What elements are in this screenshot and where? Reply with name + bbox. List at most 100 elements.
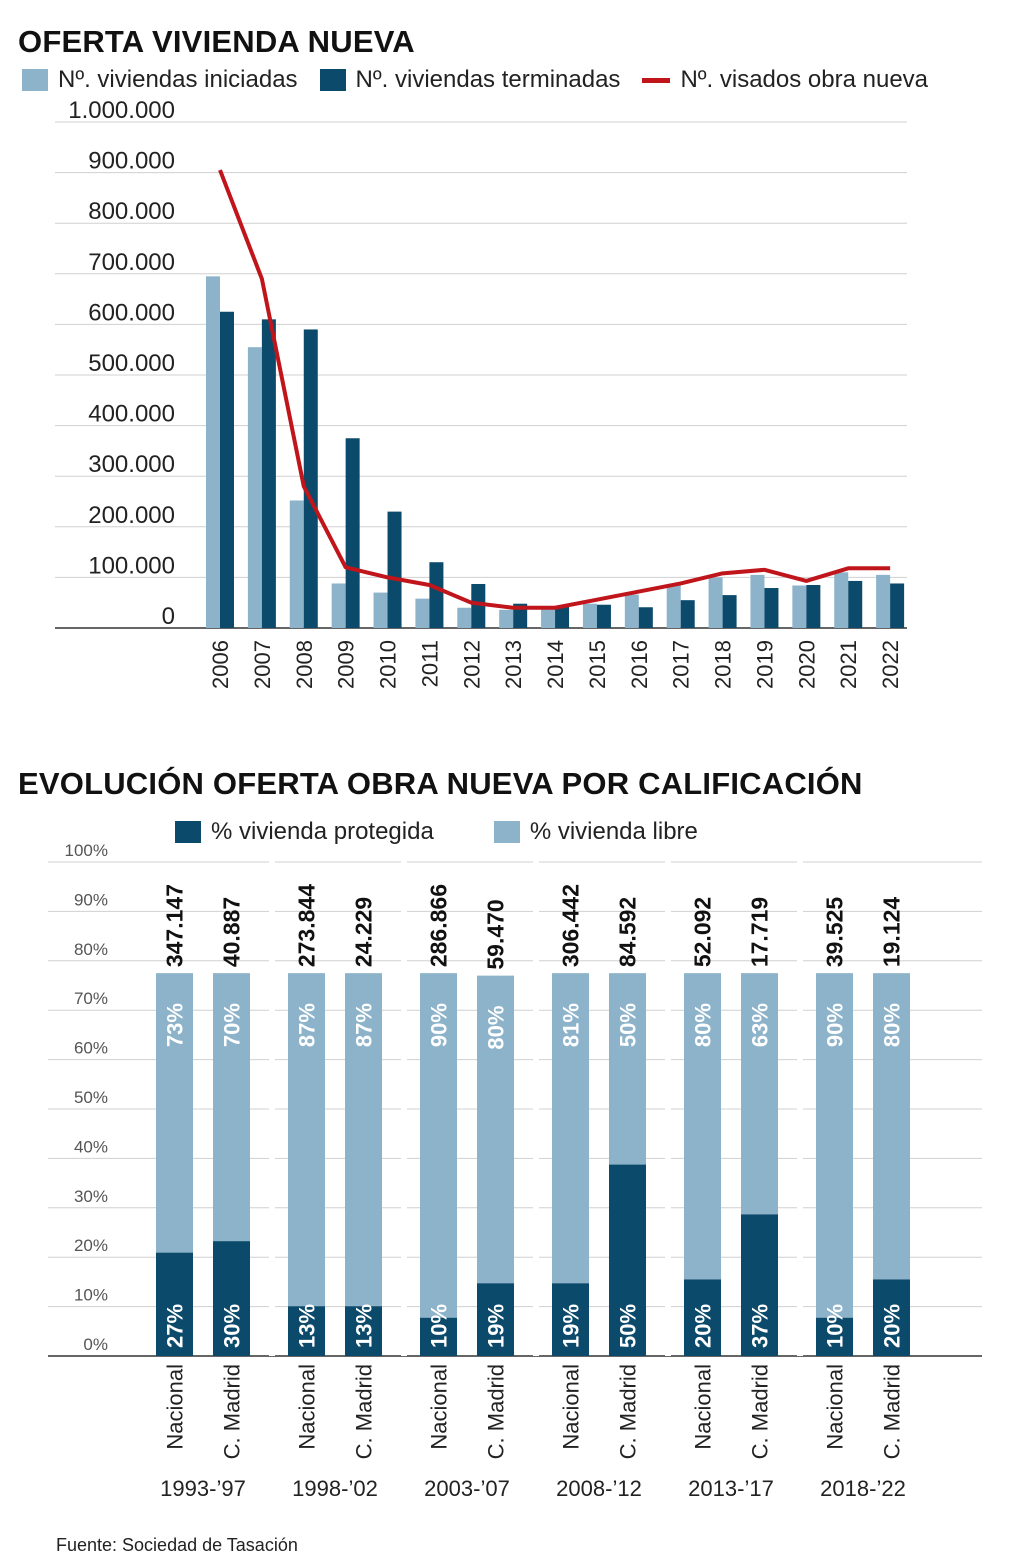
bar-protegida	[477, 1283, 514, 1356]
protegida-pct-label: 37%	[748, 1304, 773, 1348]
bar-iniciadas	[624, 594, 639, 628]
chart1-legend: Nº. viviendas iniciadas Nº. viviendas te…	[22, 66, 950, 94]
total-label: 39.525	[822, 897, 848, 968]
y-tick-label: 100%	[65, 841, 108, 860]
x-tick-label: 2021	[836, 640, 861, 689]
y-tick-label: 60%	[74, 1039, 108, 1058]
period-label: 2018-’22	[820, 1476, 906, 1501]
libre-pct-label: 87%	[352, 1003, 377, 1047]
bar-protegida	[156, 1252, 193, 1356]
period-label: 1993-’97	[160, 1476, 246, 1501]
total-label: 40.887	[219, 897, 245, 967]
y-tick-label: 10%	[74, 1286, 108, 1305]
legend-swatch-visados	[642, 77, 671, 83]
bar-terminadas	[806, 584, 821, 628]
category-label: Nacional	[163, 1364, 188, 1450]
total-label: 273.844	[294, 884, 320, 967]
bar-iniciadas	[289, 500, 304, 628]
libre-pct-label: 80%	[880, 1003, 905, 1047]
bar-iniciadas	[708, 577, 723, 628]
category-label: Nacional	[427, 1364, 452, 1450]
libre-pct-label: 80%	[691, 1003, 716, 1047]
bar-libre	[156, 973, 193, 1253]
protegida-pct-label: 19%	[559, 1304, 584, 1348]
bar-libre	[609, 973, 646, 1165]
legend-label-terminadas: Nº. viviendas terminadas	[355, 66, 621, 93]
x-tick-label: 2022	[878, 640, 903, 689]
bar-terminadas	[261, 319, 276, 628]
x-tick-label: 2017	[669, 640, 694, 689]
legend-label-libre: % vivienda libre	[529, 818, 698, 845]
chart1-plot: 0 100.000 200.000 300.000 400.000 500.000 600.…	[55, 97, 907, 689]
bar-terminadas	[345, 438, 360, 628]
x-tick-label: 2008	[292, 640, 317, 689]
protegida-pct-label: 50%	[616, 1304, 641, 1348]
period-label: 2008-’12	[556, 1476, 642, 1501]
protegida-pct-label: 30%	[220, 1304, 245, 1348]
bar-iniciadas	[415, 598, 430, 628]
bar-iniciadas	[750, 574, 765, 628]
bar-terminadas	[513, 603, 528, 628]
y-tick-label: 600.000	[88, 299, 175, 326]
bar-iniciadas	[582, 603, 597, 628]
y-tick-label: 40%	[74, 1137, 108, 1156]
category-label: C. Madrid	[616, 1364, 641, 1459]
protegida-pct-label: 13%	[352, 1304, 377, 1348]
bar-libre	[816, 973, 853, 1318]
libre-pct-label: 63%	[748, 1003, 773, 1047]
libre-pct-label: 73%	[163, 1003, 188, 1047]
bar-libre	[684, 973, 721, 1280]
chart2-plot: 0% 10% 20% 30% 40% 50% 60% 70% 80% 90% 100% 27% 73% 3…	[48, 841, 982, 1501]
protegida-pct-label: 10%	[823, 1304, 848, 1348]
group-separator	[533, 860, 539, 1356]
source-note: Fuente: Sociedad de Tasación	[56, 1535, 298, 1555]
bar-protegida	[816, 1317, 853, 1356]
bar-libre	[213, 973, 250, 1242]
y-tick-label: 1.000.000	[68, 97, 175, 124]
y-tick-label: 100.000	[88, 552, 175, 579]
bar-iniciadas	[206, 276, 220, 628]
bar-iniciadas	[247, 347, 262, 628]
bar-terminadas	[220, 311, 234, 628]
chart1-title: OFERTA VIVIENDA NUEVA	[18, 24, 415, 59]
y-tick-label: 50%	[74, 1088, 108, 1107]
bar-terminadas	[429, 562, 444, 628]
y-tick-label: 80%	[74, 940, 108, 959]
legend-item-protegida: % vivienda protegida	[175, 818, 434, 846]
y-tick-label: 0%	[83, 1335, 108, 1354]
y-tick-label: 300.000	[88, 451, 175, 478]
legend-swatch-libre	[493, 821, 520, 843]
period-label: 1998-’02	[292, 1476, 378, 1501]
total-label: 19.124	[879, 897, 905, 968]
bar-iniciadas	[331, 583, 346, 628]
group-separator	[665, 860, 671, 1356]
libre-pct-label: 90%	[823, 1003, 848, 1047]
bar-iniciadas	[373, 592, 388, 628]
total-label: 306.442	[558, 884, 584, 967]
bar-libre	[552, 973, 589, 1284]
line-visados	[218, 169, 891, 610]
y-tick-label: 90%	[74, 890, 108, 909]
y-tick-label: 20%	[74, 1236, 108, 1255]
bar-libre	[345, 973, 382, 1307]
legend-item-iniciadas: Nº. viviendas iniciadas	[22, 66, 298, 94]
legend-label-protegida: % vivienda protegida	[211, 818, 434, 845]
bar-iniciadas	[792, 585, 807, 628]
category-label: C. Madrid	[484, 1364, 509, 1459]
x-tick-label: 2020	[794, 640, 819, 689]
bar-terminadas	[471, 583, 486, 628]
total-label: 286.866	[426, 884, 452, 967]
category-label: C. Madrid	[352, 1364, 377, 1459]
bar-libre	[477, 975, 514, 1284]
category-label: C. Madrid	[748, 1364, 773, 1459]
total-label: 59.470	[483, 899, 509, 969]
bar-terminadas	[303, 329, 318, 628]
category-label: C. Madrid	[220, 1364, 245, 1459]
libre-pct-label: 70%	[220, 1003, 245, 1047]
libre-pct-label: 81%	[559, 1003, 584, 1047]
bar-terminadas	[722, 595, 737, 628]
category-label: Nacional	[295, 1364, 320, 1450]
y-tick-label: 800.000	[88, 198, 175, 225]
group-separator	[269, 860, 275, 1356]
x-tick-label: 2018	[711, 640, 736, 689]
